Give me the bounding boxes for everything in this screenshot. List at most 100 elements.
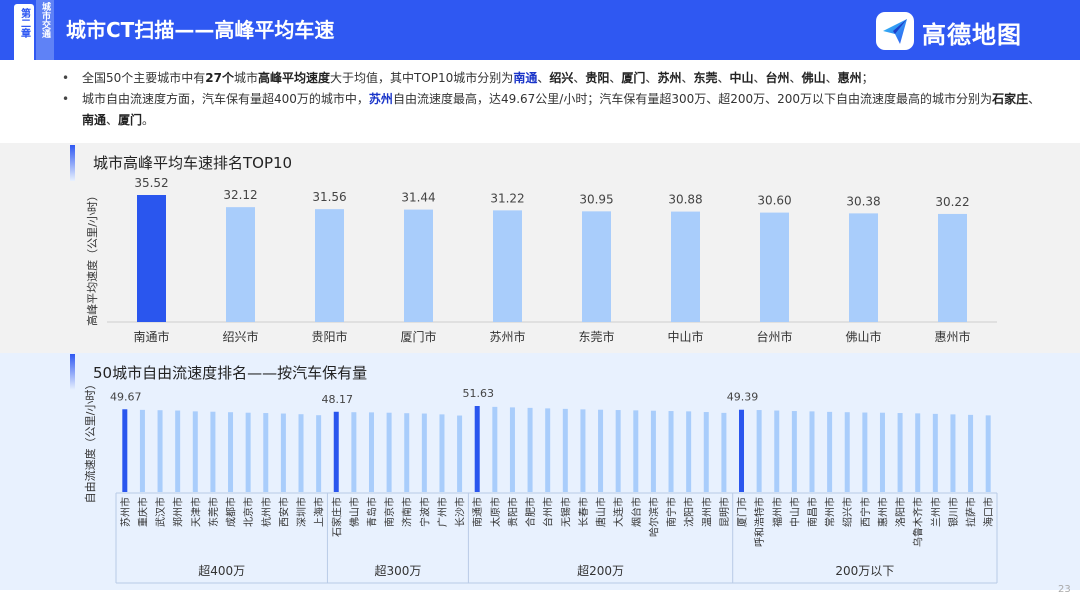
free-flow-speed-chart: 自由流速度（公里/小时） 49.67 苏州市 重庆市 武汉市 郑州市 天津市 东莞市 成都市 北京… — [83, 379, 998, 584]
free-flow-value-label: 48.17 — [322, 393, 354, 406]
free-flow-group-label: 200万以下 — [835, 564, 894, 578]
free-flow-city-label: 深圳市 — [295, 497, 308, 527]
free-flow-city-label: 南宁市 — [665, 497, 678, 527]
b1-city-5: 苏州 — [657, 71, 682, 85]
free-flow-city-label: 常州市 — [824, 497, 837, 527]
free-flow-bar — [686, 411, 692, 492]
b1-sep-9: 、 — [825, 71, 838, 85]
free-flow-city-label: 郑州市 — [172, 497, 185, 527]
free-flow-city-label: 厦门市 — [736, 497, 749, 527]
free-flow-city-label: 成都市 — [225, 497, 238, 527]
free-flow-city-label: 苏州市 — [119, 497, 132, 527]
b1-city-6: 东莞 — [693, 71, 718, 85]
free-flow-bar — [668, 411, 674, 492]
free-flow-y-axis-label: 自由流速度（公里/小时） — [83, 379, 97, 504]
free-flow-city-label: 呼和浩特市 — [753, 497, 766, 547]
free-flow-bar — [721, 412, 727, 492]
section-tab-label: 城市交通 — [40, 2, 50, 38]
free-flow-bar — [650, 410, 656, 492]
free-flow-city-label: 烟台市 — [630, 497, 643, 527]
free-flow-city-label: 乌鲁木齐市 — [912, 497, 925, 547]
free-flow-city-label: 北京市 — [242, 497, 255, 527]
free-flow-city-label: 广州市 — [436, 497, 449, 527]
free-flow-city-label: 福州市 — [771, 497, 784, 527]
free-flow-city-label: 沈阳市 — [683, 497, 696, 527]
top10-bar — [760, 212, 789, 322]
free-flow-city-label: 长春市 — [577, 497, 590, 527]
free-flow-bar — [615, 410, 621, 492]
b1-city-7: 中山 — [729, 71, 754, 85]
b2-city-2: 南通 — [82, 113, 107, 127]
free-flow-group-label: 超200万 — [577, 563, 624, 578]
free-flow-city-label: 宁波市 — [418, 497, 431, 527]
top10-accent-bar — [70, 145, 75, 181]
free-flow-city-label: 兰州市 — [929, 497, 942, 527]
free-flow-city-label: 中山市 — [788, 497, 801, 527]
free-flow-city-label: 南通市 — [471, 497, 484, 527]
free-flow-bar — [245, 412, 251, 492]
free-flow-bar — [509, 407, 515, 492]
b1-sep-3: 、 — [609, 71, 622, 85]
page-title: 城市CT扫描——高峰平均车速 — [66, 18, 335, 42]
free-flow-city-label: 洛阳市 — [894, 497, 907, 527]
b1-end: ； — [861, 71, 874, 85]
free-flow-value-label: 49.67 — [110, 390, 142, 403]
free-flow-group-label: 超400万 — [198, 563, 245, 578]
free-flow-bar — [157, 410, 163, 492]
top10-category-label: 佛山市 — [845, 329, 881, 344]
top10-category-label: 贵阳市 — [311, 329, 347, 344]
b2-end: 。 — [142, 113, 155, 127]
b2-sep-2: 、 — [106, 113, 119, 127]
free-flow-bar — [809, 411, 815, 492]
free-flow-bar — [739, 409, 745, 492]
free-flow-city-label: 合肥市 — [524, 497, 537, 527]
summary-bullets: 全国50个主要城市中有27个城市高峰平均速度大于均值，其中TOP10城市分别为南… — [60, 68, 1050, 131]
free-flow-bar — [386, 412, 392, 492]
free-flow-value-label: 49.39 — [727, 391, 759, 404]
page-number: 23 — [1058, 584, 1071, 595]
free-flow-bar — [950, 414, 956, 492]
free-flow-city-label: 武汉市 — [154, 497, 167, 527]
free-flow-bar — [545, 408, 551, 492]
free-flow-group-label: 超300万 — [374, 563, 421, 578]
free-flow-bar — [756, 410, 762, 492]
free-flow-city-label: 西安市 — [277, 497, 290, 527]
top10-value-label: 35.52 — [134, 176, 168, 190]
free-flow-city-label: 贵阳市 — [506, 497, 519, 527]
free-flow-city-label: 东莞市 — [207, 497, 220, 527]
free-flow-bar — [703, 412, 709, 492]
top10-bar — [849, 213, 878, 322]
free-flow-value-label: 51.63 — [462, 387, 494, 400]
top10-category-label: 东莞市 — [578, 329, 614, 344]
b1-t4: 高峰平均速度 — [258, 71, 331, 85]
top10-value-label: 31.22 — [490, 191, 524, 205]
free-flow-accent-bar — [70, 354, 75, 390]
top10-category-label: 苏州市 — [489, 329, 525, 344]
top10-value-label: 30.88 — [668, 193, 702, 207]
top10-category-label: 绍兴市 — [222, 329, 258, 344]
free-flow-bar — [263, 413, 269, 492]
free-flow-city-label: 哈尔滨市 — [647, 497, 660, 537]
header-bar: 第二章 城市交通 城市CT扫描——高峰平均车速 高德地图 — [0, 0, 1080, 60]
b1-t3: 城市 — [233, 71, 258, 85]
free-flow-bar — [457, 415, 463, 492]
free-flow-bar — [368, 412, 374, 492]
b1-city-2: 绍兴 — [549, 71, 574, 85]
free-flow-bar — [316, 415, 322, 492]
b2-sep-1: 、 — [1028, 92, 1041, 106]
free-flow-bar — [228, 412, 234, 492]
free-flow-city-label: 青岛市 — [365, 497, 378, 527]
b1-t1: 全国50个主要城市中有 — [82, 71, 206, 85]
free-flow-bar — [527, 407, 533, 492]
top10-category-label: 中山市 — [667, 329, 703, 344]
top10-value-label: 32.12 — [223, 188, 257, 202]
free-flow-city-label: 南昌市 — [806, 497, 819, 527]
b2-t3: 自由流速度最高，达49.67公里/小时；汽车保有量超300万、超200万、200… — [392, 92, 993, 106]
top10-bar — [671, 211, 700, 322]
free-flow-bar — [862, 412, 868, 492]
free-flow-bar — [421, 413, 427, 492]
b1-city-9: 佛山 — [801, 71, 826, 85]
b1-sep-4: 、 — [645, 71, 658, 85]
top10-speed-chart: 高峰平均速度（公里/小时） 35.52 南通市 32.12 绍兴市 31.56 贵阳市 31.… — [85, 176, 997, 344]
top10-value-label: 31.56 — [312, 190, 346, 204]
